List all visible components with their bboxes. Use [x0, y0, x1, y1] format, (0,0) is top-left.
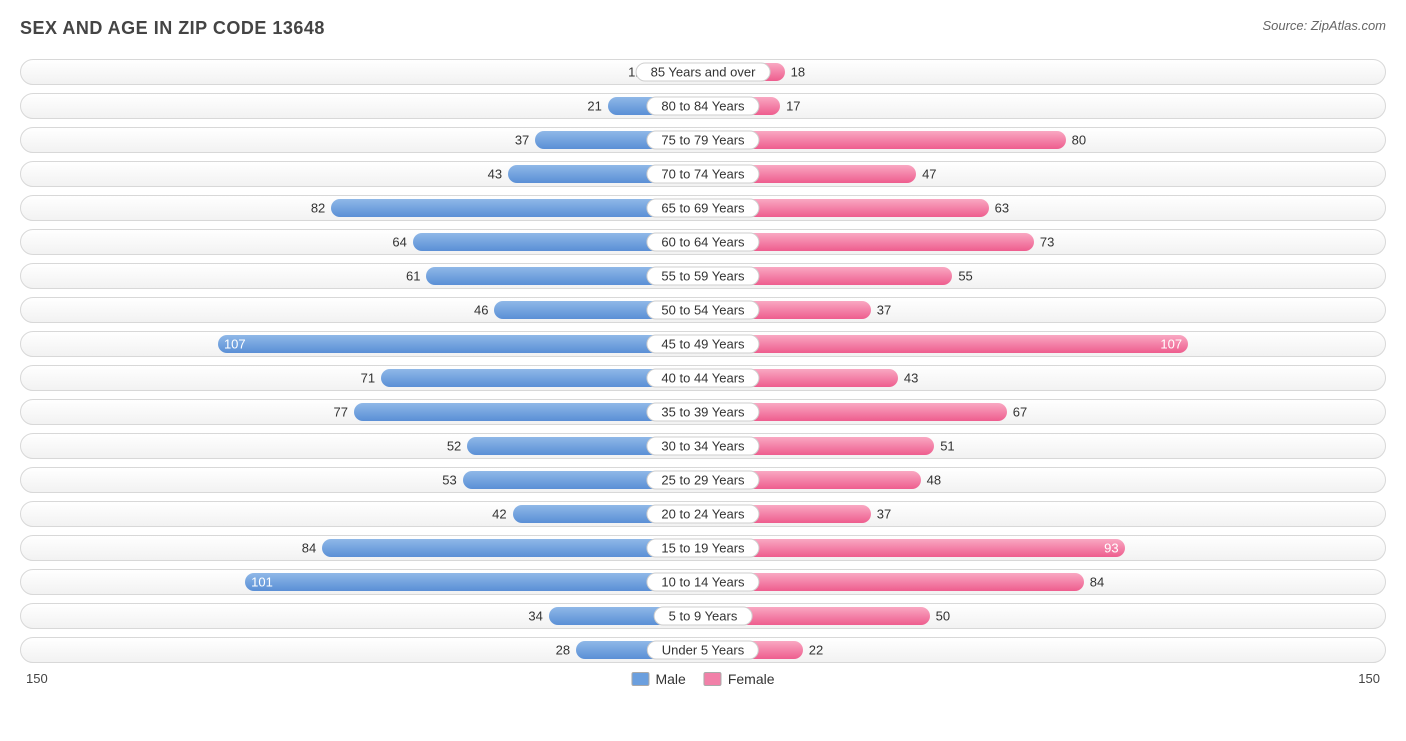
pyramid-row: 64 73 60 to 64 Years	[20, 229, 1386, 255]
pyramid-row: 28 22 Under 5 Years	[20, 637, 1386, 663]
pyramid-row: 34 50 5 to 9 Years	[20, 603, 1386, 629]
age-category-label: 75 to 79 Years	[646, 131, 759, 150]
pyramid-row: 53 48 25 to 29 Years	[20, 467, 1386, 493]
male-value-label: 42	[492, 507, 512, 522]
pyramid-row: 107 107 45 to 49 Years	[20, 331, 1386, 357]
male-value-label: 43	[488, 167, 508, 182]
male-bar: 101	[245, 573, 703, 591]
female-value-label: 50	[930, 609, 950, 624]
age-category-label: 5 to 9 Years	[654, 607, 753, 626]
female-bar: 84	[703, 573, 1084, 591]
pyramid-row: 21 17 80 to 84 Years	[20, 93, 1386, 119]
age-category-label: 40 to 44 Years	[646, 369, 759, 388]
male-value-label: 21	[587, 99, 607, 114]
female-value-label: 84	[1084, 575, 1104, 590]
chart-container: SEX AND AGE IN ZIP CODE 13648 Source: Zi…	[0, 0, 1406, 741]
legend-label: Male	[655, 671, 685, 687]
age-category-label: 35 to 39 Years	[646, 403, 759, 422]
age-category-label: Under 5 Years	[647, 641, 759, 660]
age-category-label: 25 to 29 Years	[646, 471, 759, 490]
male-value-label: 82	[311, 201, 331, 216]
chart-footer: 150 Male Female 150	[20, 671, 1386, 695]
pyramid-row: 71 43 40 to 44 Years	[20, 365, 1386, 391]
pyramid-row: 43 47 70 to 74 Years	[20, 161, 1386, 187]
male-value-label: 46	[474, 303, 494, 318]
age-category-label: 65 to 69 Years	[646, 199, 759, 218]
age-category-label: 70 to 74 Years	[646, 165, 759, 184]
pyramid-row: 1018410 to 14 Years	[20, 569, 1386, 595]
male-value-label: 34	[528, 609, 548, 624]
age-category-label: 15 to 19 Years	[646, 539, 759, 558]
pyramid-row: 82 63 65 to 69 Years	[20, 195, 1386, 221]
pyramid-row: 52 51 30 to 34 Years	[20, 433, 1386, 459]
pyramid-row: 42 37 20 to 24 Years	[20, 501, 1386, 527]
legend-item: Male	[631, 671, 685, 687]
female-bar: 93	[703, 539, 1125, 557]
age-category-label: 55 to 59 Years	[646, 267, 759, 286]
female-value-label: 43	[898, 371, 918, 386]
pyramid-row: 84 93 15 to 19 Years	[20, 535, 1386, 561]
axis-max-right: 150	[1358, 671, 1380, 686]
legend-label: Female	[728, 671, 775, 687]
legend: Male Female	[631, 671, 774, 687]
female-value-label: 63	[989, 201, 1009, 216]
female-value-label: 37	[871, 507, 891, 522]
male-value-label: 84	[302, 541, 322, 556]
female-value-label: 17	[780, 99, 800, 114]
female-value-label: 48	[921, 473, 941, 488]
female-bar: 107	[703, 335, 1188, 353]
age-category-label: 45 to 49 Years	[646, 335, 759, 354]
age-category-label: 60 to 64 Years	[646, 233, 759, 252]
pyramid-row: 37 80 75 to 79 Years	[20, 127, 1386, 153]
age-category-label: 80 to 84 Years	[646, 97, 759, 116]
male-value-label: 37	[515, 133, 535, 148]
male-value-label: 28	[556, 643, 576, 658]
axis-max-left: 150	[26, 671, 48, 686]
male-value-label: 77	[333, 405, 353, 420]
age-category-label: 85 Years and over	[636, 63, 771, 82]
female-value-label: 18	[785, 65, 805, 80]
female-value-label: 73	[1034, 235, 1054, 250]
legend-swatch	[631, 672, 649, 686]
male-value-label: 52	[447, 439, 467, 454]
pyramid-row: 61 55 55 to 59 Years	[20, 263, 1386, 289]
legend-swatch	[704, 672, 722, 686]
male-value-label: 71	[361, 371, 381, 386]
age-category-label: 10 to 14 Years	[646, 573, 759, 592]
pyramid-row: 77 67 35 to 39 Years	[20, 399, 1386, 425]
male-value-label: 101	[251, 575, 273, 590]
male-value-label: 64	[392, 235, 412, 250]
female-value-label: 37	[871, 303, 891, 318]
female-value-label: 22	[803, 643, 823, 658]
female-value-label: 55	[952, 269, 972, 284]
male-value-label: 53	[442, 473, 462, 488]
age-category-label: 20 to 24 Years	[646, 505, 759, 524]
legend-item: Female	[704, 671, 775, 687]
age-category-label: 30 to 34 Years	[646, 437, 759, 456]
female-value-label: 93	[1104, 541, 1118, 556]
chart-area: 121885 Years and over211780 to 84 Years3…	[20, 59, 1386, 663]
female-value-label: 47	[916, 167, 936, 182]
male-bar: 107	[218, 335, 703, 353]
pyramid-row: 46 37 50 to 54 Years	[20, 297, 1386, 323]
chart-title: SEX AND AGE IN ZIP CODE 13648	[20, 18, 325, 39]
source-attribution: Source: ZipAtlas.com	[1262, 18, 1386, 33]
pyramid-row: 121885 Years and over	[20, 59, 1386, 85]
header: SEX AND AGE IN ZIP CODE 13648 Source: Zi…	[20, 18, 1386, 39]
male-value-label: 107	[224, 337, 246, 352]
female-value-label: 80	[1066, 133, 1086, 148]
female-value-label: 67	[1007, 405, 1027, 420]
female-value-label: 107	[1160, 337, 1182, 352]
female-value-label: 51	[934, 439, 954, 454]
male-value-label: 61	[406, 269, 426, 284]
age-category-label: 50 to 54 Years	[646, 301, 759, 320]
